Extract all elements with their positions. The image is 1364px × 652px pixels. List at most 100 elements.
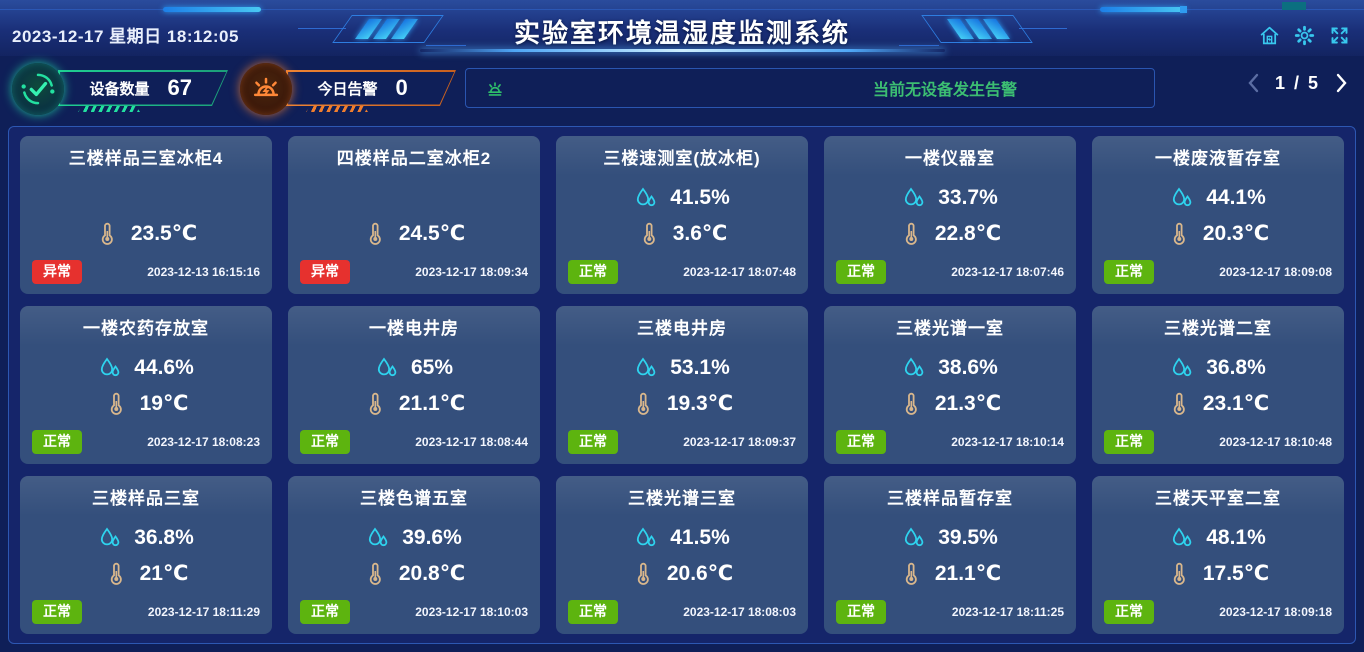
card-timestamp: 2023-12-17 18:09:08 [1219, 265, 1332, 279]
status-badge: 异常 [32, 260, 82, 284]
device-check-icon [12, 63, 64, 115]
humidity-row: 65% [288, 353, 540, 383]
page-indicator: 1 / 5 [1274, 72, 1320, 93]
card-timestamp: 2023-12-17 18:10:48 [1219, 435, 1332, 449]
humidity-icon [637, 187, 656, 207]
header-topline [0, 9, 1364, 10]
card-title: 三楼光谱二室 [1164, 318, 1272, 338]
status-badge: 正常 [836, 260, 886, 284]
humidity-value: 39.5% [938, 526, 998, 550]
status-badge: 正常 [32, 600, 82, 624]
humidity-icon [369, 527, 388, 547]
humidity-row: 41.5% [556, 183, 808, 213]
card-timestamp: 2023-12-17 18:09:37 [683, 435, 796, 449]
thermometer-icon [1173, 222, 1185, 245]
today-alarm-value: 0 [395, 75, 408, 100]
humidity-value: 36.8% [134, 526, 194, 550]
header-topline-accent-right [1100, 7, 1186, 12]
card-title: 三楼电井房 [637, 318, 727, 338]
temperature-row: 23.5℃ [20, 219, 272, 249]
status-badge: 正常 [568, 430, 618, 454]
status-badge: 正常 [836, 600, 886, 624]
card-timestamp: 2023-12-17 18:10:03 [415, 605, 528, 619]
humidity-icon [101, 527, 120, 547]
status-badge: 异常 [300, 260, 350, 284]
card-timestamp: 2023-12-17 18:07:46 [951, 265, 1064, 279]
humidity-icon [905, 187, 924, 207]
alarm-badge-hatch [306, 106, 368, 112]
device-card[interactable]: 一楼电井房 65% 21.1℃ 正常 2023-12-17 18: [288, 306, 540, 464]
header-toolbar [1259, 25, 1350, 46]
humidity-row: 44.1% [1092, 183, 1344, 213]
thermometer-icon [369, 392, 381, 415]
temperature-value: 17.5℃ [1202, 562, 1270, 586]
device-badge-hatch [78, 106, 140, 112]
temperature-row: 21.3℃ [824, 389, 1076, 419]
device-card[interactable]: 三楼色谱五室 39.6% 20.8℃ 正常 2023-12-17 [288, 476, 540, 634]
device-card[interactable]: 三楼光谱三室 41.5% 20.6℃ 正常 2023-12-17 [556, 476, 808, 634]
beacon-icon [484, 78, 506, 100]
device-card[interactable]: 三楼速测室(放冰柜) 41.5% 3.6℃ 正常 2023-12- [556, 136, 808, 294]
temperature-value: 20.8℃ [398, 562, 466, 586]
prev-page-icon[interactable] [1245, 72, 1263, 94]
humidity-value: 65% [410, 356, 454, 380]
thermometer-icon [905, 562, 917, 585]
device-card[interactable]: 一楼仪器室 33.7% 22.8℃ 正常 2023-12-17 1 [824, 136, 1076, 294]
humidity-row: 36.8% [1092, 353, 1344, 383]
humidity-value: 38.6% [938, 356, 998, 380]
humidity-icon [101, 357, 120, 377]
temperature-value: 20.6℃ [666, 562, 734, 586]
humidity-icon [637, 527, 656, 547]
humidity-row: 53.1% [556, 353, 808, 383]
temperature-row: 19.3℃ [556, 389, 808, 419]
device-card[interactable]: 三楼电井房 53.1% 19.3℃ 正常 2023-12-17 1 [556, 306, 808, 464]
humidity-row: 36.8% [20, 523, 272, 553]
temperature-value: 19.3℃ [666, 392, 734, 416]
humidity-icon [1173, 527, 1192, 547]
thermometer-icon [905, 392, 917, 415]
humidity-row: 39.6% [288, 523, 540, 553]
thermometer-icon [101, 222, 113, 245]
card-timestamp: 2023-12-17 18:10:14 [951, 435, 1064, 449]
humidity-icon [1173, 357, 1192, 377]
temperature-value: 20.3℃ [1202, 222, 1270, 246]
header-deco-left [298, 12, 466, 48]
alert-banner: 当前无设备发生告警 [465, 68, 1155, 108]
card-title: 三楼光谱一室 [896, 318, 1004, 338]
device-card[interactable]: 一楼农药存放室 44.6% 19℃ 正常 2023-12-17 1 [20, 306, 272, 464]
home-icon[interactable] [1259, 25, 1280, 46]
humidity-row: 39.5% [824, 523, 1076, 553]
device-card[interactable]: 三楼样品三室 36.8% 21℃ 正常 2023-12-17 18 [20, 476, 272, 634]
page-title: 实验室环境温湿度监测系统 [513, 18, 850, 48]
header-deco-right [899, 12, 1067, 48]
device-card[interactable]: 四楼样品二室冰柜2 24.5℃ 异常 2023-12-17 18 [288, 136, 540, 294]
temperature-row: 22.8℃ [824, 219, 1076, 249]
device-card[interactable]: 三楼光谱一室 38.6% 21.3℃ 正常 2023-12-17 [824, 306, 1076, 464]
gear-icon[interactable] [1294, 25, 1315, 46]
device-card[interactable]: 一楼废液暂存室 44.1% 20.3℃ 正常 2023-12-17 [1092, 136, 1344, 294]
humidity-icon [905, 527, 924, 547]
card-title: 三楼样品三室 [92, 488, 200, 508]
card-title: 四楼样品二室冰柜2 [336, 148, 492, 168]
humidity-row: 38.6% [824, 353, 1076, 383]
device-card[interactable]: 三楼样品暂存室 39.5% 21.1℃ 正常 2023-12-17 [824, 476, 1076, 634]
pagination: 1 / 5 [1245, 72, 1350, 94]
humidity-row: 48.1% [1092, 523, 1344, 553]
status-badge: 正常 [1104, 430, 1154, 454]
temperature-row: 3.6℃ [556, 219, 808, 249]
temperature-value: 22.8℃ [934, 222, 1002, 246]
fullscreen-icon[interactable] [1329, 25, 1350, 46]
status-badge: 正常 [836, 430, 886, 454]
humidity-value: 44.6% [134, 356, 194, 380]
humidity-value: 41.5% [670, 186, 730, 210]
temperature-row: 20.6℃ [556, 559, 808, 589]
header-teal-tab [1282, 2, 1306, 10]
device-card[interactable]: 三楼光谱二室 36.8% 23.1℃ 正常 2023-12-17 [1092, 306, 1344, 464]
temperature-value: 21.1℃ [934, 562, 1002, 586]
temperature-row: 23.1℃ [1092, 389, 1344, 419]
stats-row: 设备数量 67 今日告警 0 当前无设备发生告警 [0, 62, 1364, 118]
device-card[interactable]: 三楼样品三室冰柜4 23.5℃ 异常 2023-12-13 16 [20, 136, 272, 294]
next-page-icon[interactable] [1332, 72, 1350, 94]
device-card[interactable]: 三楼天平室二室 48.1% 17.5℃ 正常 2023-12-17 [1092, 476, 1344, 634]
alert-banner-message: 当前无设备发生告警 [872, 82, 1017, 99]
